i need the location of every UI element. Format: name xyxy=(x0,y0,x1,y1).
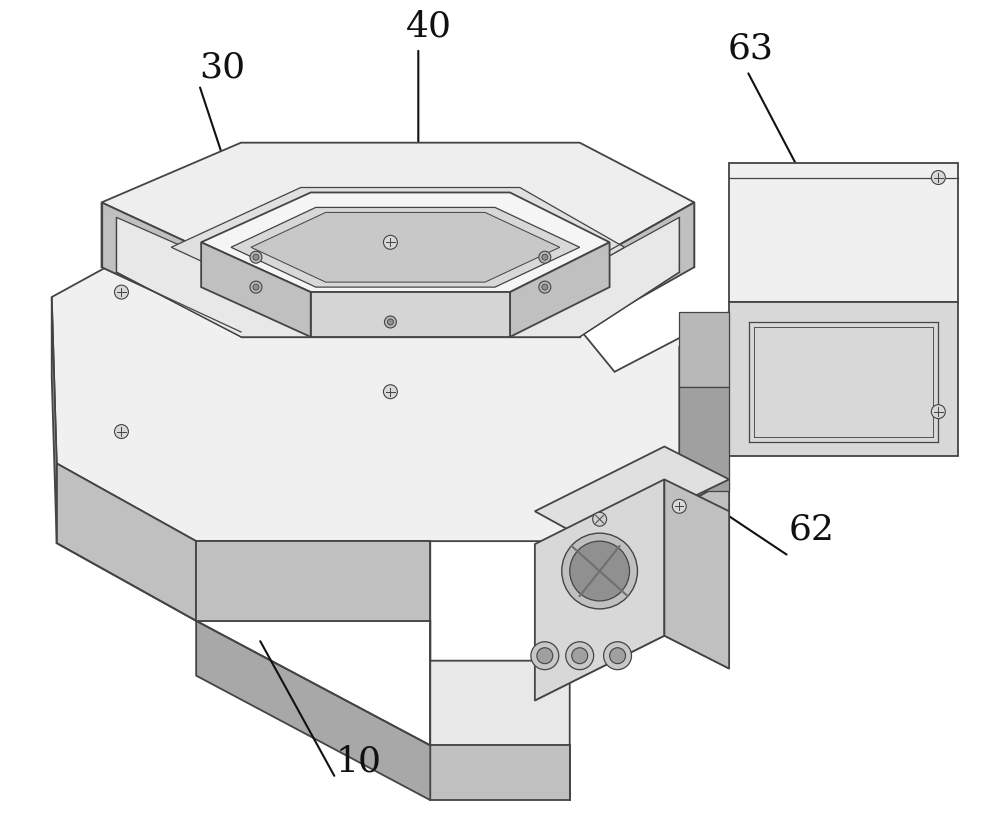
Polygon shape xyxy=(102,143,694,267)
Polygon shape xyxy=(57,463,196,621)
Circle shape xyxy=(931,404,945,419)
Polygon shape xyxy=(102,202,241,332)
Circle shape xyxy=(114,425,128,439)
Polygon shape xyxy=(201,242,311,337)
Polygon shape xyxy=(580,202,694,332)
Polygon shape xyxy=(196,621,430,800)
Polygon shape xyxy=(535,446,729,545)
Polygon shape xyxy=(231,207,580,287)
Text: 10: 10 xyxy=(336,744,382,779)
Polygon shape xyxy=(729,163,958,302)
Polygon shape xyxy=(430,745,570,800)
Polygon shape xyxy=(679,387,729,492)
Polygon shape xyxy=(196,479,729,745)
Circle shape xyxy=(562,533,637,609)
Circle shape xyxy=(384,316,396,328)
Polygon shape xyxy=(196,541,430,621)
Circle shape xyxy=(537,648,553,664)
Circle shape xyxy=(672,499,686,513)
Polygon shape xyxy=(679,312,729,492)
Polygon shape xyxy=(201,192,610,292)
Circle shape xyxy=(539,251,551,263)
Circle shape xyxy=(593,513,607,526)
Polygon shape xyxy=(251,212,560,282)
Circle shape xyxy=(931,170,945,185)
Polygon shape xyxy=(52,212,729,541)
Circle shape xyxy=(542,284,548,290)
Circle shape xyxy=(539,281,551,293)
Circle shape xyxy=(250,281,262,293)
Circle shape xyxy=(570,541,630,601)
Circle shape xyxy=(566,642,594,670)
Circle shape xyxy=(542,254,548,260)
Circle shape xyxy=(114,285,128,299)
Circle shape xyxy=(531,642,559,670)
Polygon shape xyxy=(116,217,679,337)
Polygon shape xyxy=(52,297,57,543)
Circle shape xyxy=(610,648,626,664)
Text: 40: 40 xyxy=(406,9,452,43)
Polygon shape xyxy=(535,479,664,701)
Circle shape xyxy=(250,251,262,263)
Polygon shape xyxy=(664,479,729,669)
Circle shape xyxy=(604,642,631,670)
Text: 62: 62 xyxy=(789,512,835,546)
Text: 30: 30 xyxy=(199,51,245,85)
Circle shape xyxy=(383,385,397,399)
Polygon shape xyxy=(171,187,625,307)
Circle shape xyxy=(253,284,259,290)
Polygon shape xyxy=(729,302,958,456)
Polygon shape xyxy=(620,479,729,621)
Circle shape xyxy=(253,254,259,260)
Polygon shape xyxy=(679,312,729,387)
Polygon shape xyxy=(510,242,610,337)
Circle shape xyxy=(383,235,397,249)
Circle shape xyxy=(572,648,588,664)
Polygon shape xyxy=(311,292,510,337)
Text: 63: 63 xyxy=(727,32,773,66)
Circle shape xyxy=(387,319,393,325)
